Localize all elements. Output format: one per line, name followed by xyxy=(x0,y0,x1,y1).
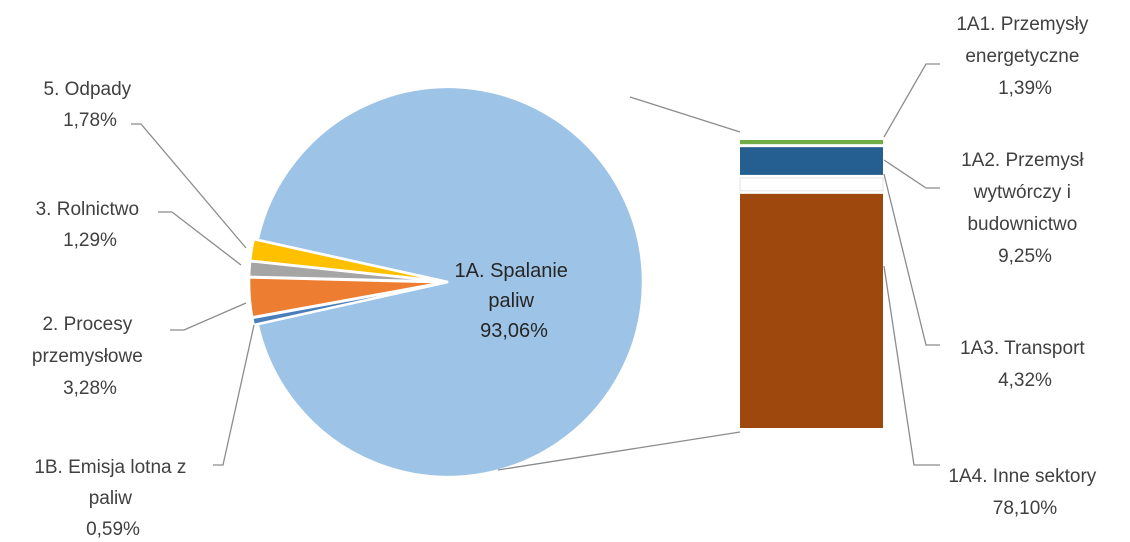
label-spalanie-paliw: 1A. Spalanie paliw 93,06% xyxy=(455,260,574,342)
leader-procesy xyxy=(170,302,247,331)
label-inne-sektory: 1A4. Inne sektory 78,10% xyxy=(948,466,1101,519)
leader-emisja xyxy=(213,324,255,466)
leader-a3 xyxy=(883,173,940,346)
bar-segment-1a2-przemysl-wytworczy-i-budownictwo xyxy=(740,147,883,175)
label-emisja-lotna: 1B. Emisja lotna z paliw 0,59% xyxy=(34,457,191,540)
stacked-bar xyxy=(739,140,884,428)
bar-segment-1a1-przemysly-energetyczne xyxy=(740,140,883,145)
connector-top xyxy=(629,96,741,133)
leader-a1 xyxy=(883,63,940,138)
label-przemysl-wytworczy: 1A2. Przemysł wytwórczy i budownictwo 9,… xyxy=(961,150,1089,267)
leader-lines xyxy=(131,63,940,471)
connector-bottom xyxy=(497,431,741,471)
leader-rolnictwo xyxy=(158,211,242,266)
pie xyxy=(247,85,645,479)
label-przemysly-energetyczne: 1A1. Przemysły energetyczne 1,39% xyxy=(956,14,1093,99)
bar-segment-1a4-inne-sektory xyxy=(740,193,883,428)
leader-a4 xyxy=(883,265,940,466)
pie-slice-1a-spalanie-paliw xyxy=(256,85,645,479)
pie-slice-5-odpady xyxy=(248,237,445,283)
bar-segment-1a3-transport xyxy=(739,177,884,192)
leader-odpady xyxy=(131,123,247,249)
label-rolnictwo: 3. Rolnictwo 1,29% xyxy=(36,199,145,251)
leader-a2 xyxy=(883,159,940,189)
label-odpady: 5. Odpady 1,78% xyxy=(44,79,137,131)
label-procesy-przemyslowe: 2. Procesy przemysłowe 3,28% xyxy=(32,314,148,399)
label-transport: 1A3. Transport 4,32% xyxy=(960,338,1090,391)
